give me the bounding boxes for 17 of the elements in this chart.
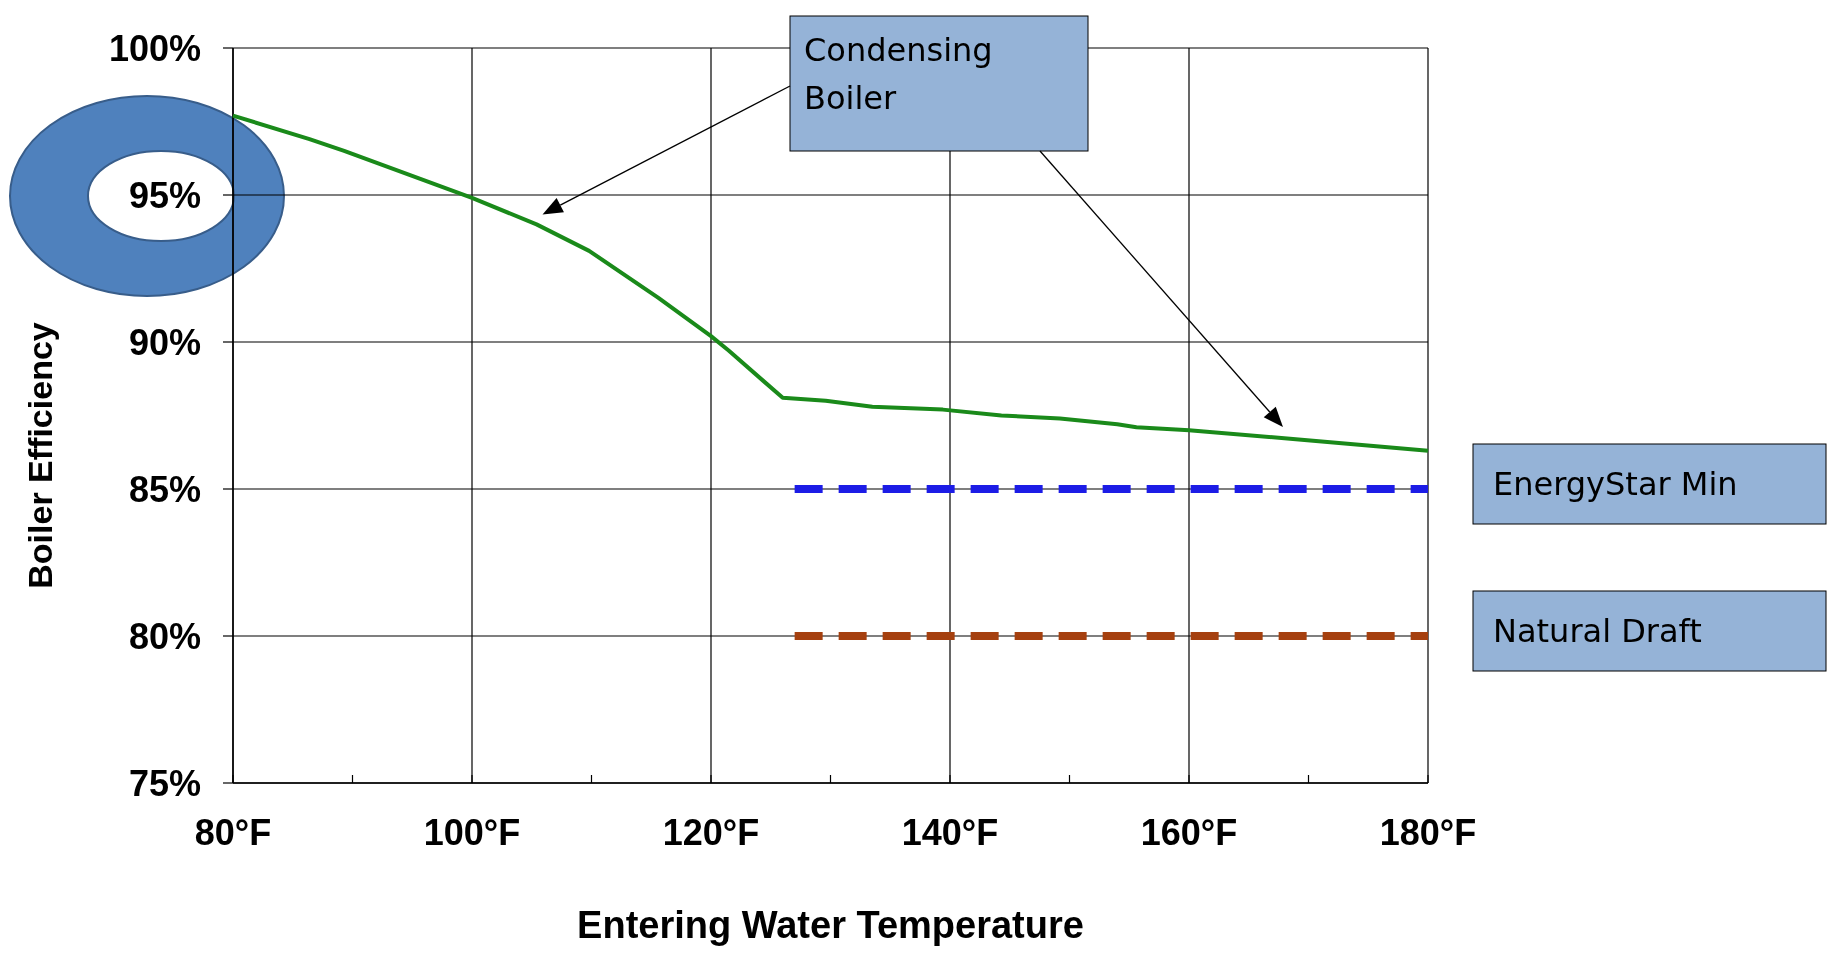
x-tick-label: 120°F [662, 812, 760, 853]
y-tick-label: 90% [128, 321, 201, 363]
x-tick-label: 160°F [1140, 812, 1238, 853]
x-tick-label: 180°F [1379, 812, 1477, 853]
y-tick-label: 100% [108, 27, 201, 69]
text: Natural Draft [1493, 612, 1702, 651]
y-tick-label: 95% [128, 174, 201, 216]
x-tick-label: 80°F [194, 812, 272, 853]
text: Condensing Boiler [804, 30, 994, 119]
y-tick-label: 85% [128, 468, 201, 510]
y-tick-label: 75% [128, 762, 201, 804]
y-axis-title: Boiler Efficiency [21, 322, 59, 589]
x-axis-title: Entering Water Temperature [577, 904, 1084, 946]
x-tick-label: 100°F [423, 812, 521, 853]
x-tick-label: 140°F [901, 812, 999, 853]
y-tick-label: 80% [128, 615, 201, 657]
text: EnergyStar Min [1493, 465, 1738, 504]
